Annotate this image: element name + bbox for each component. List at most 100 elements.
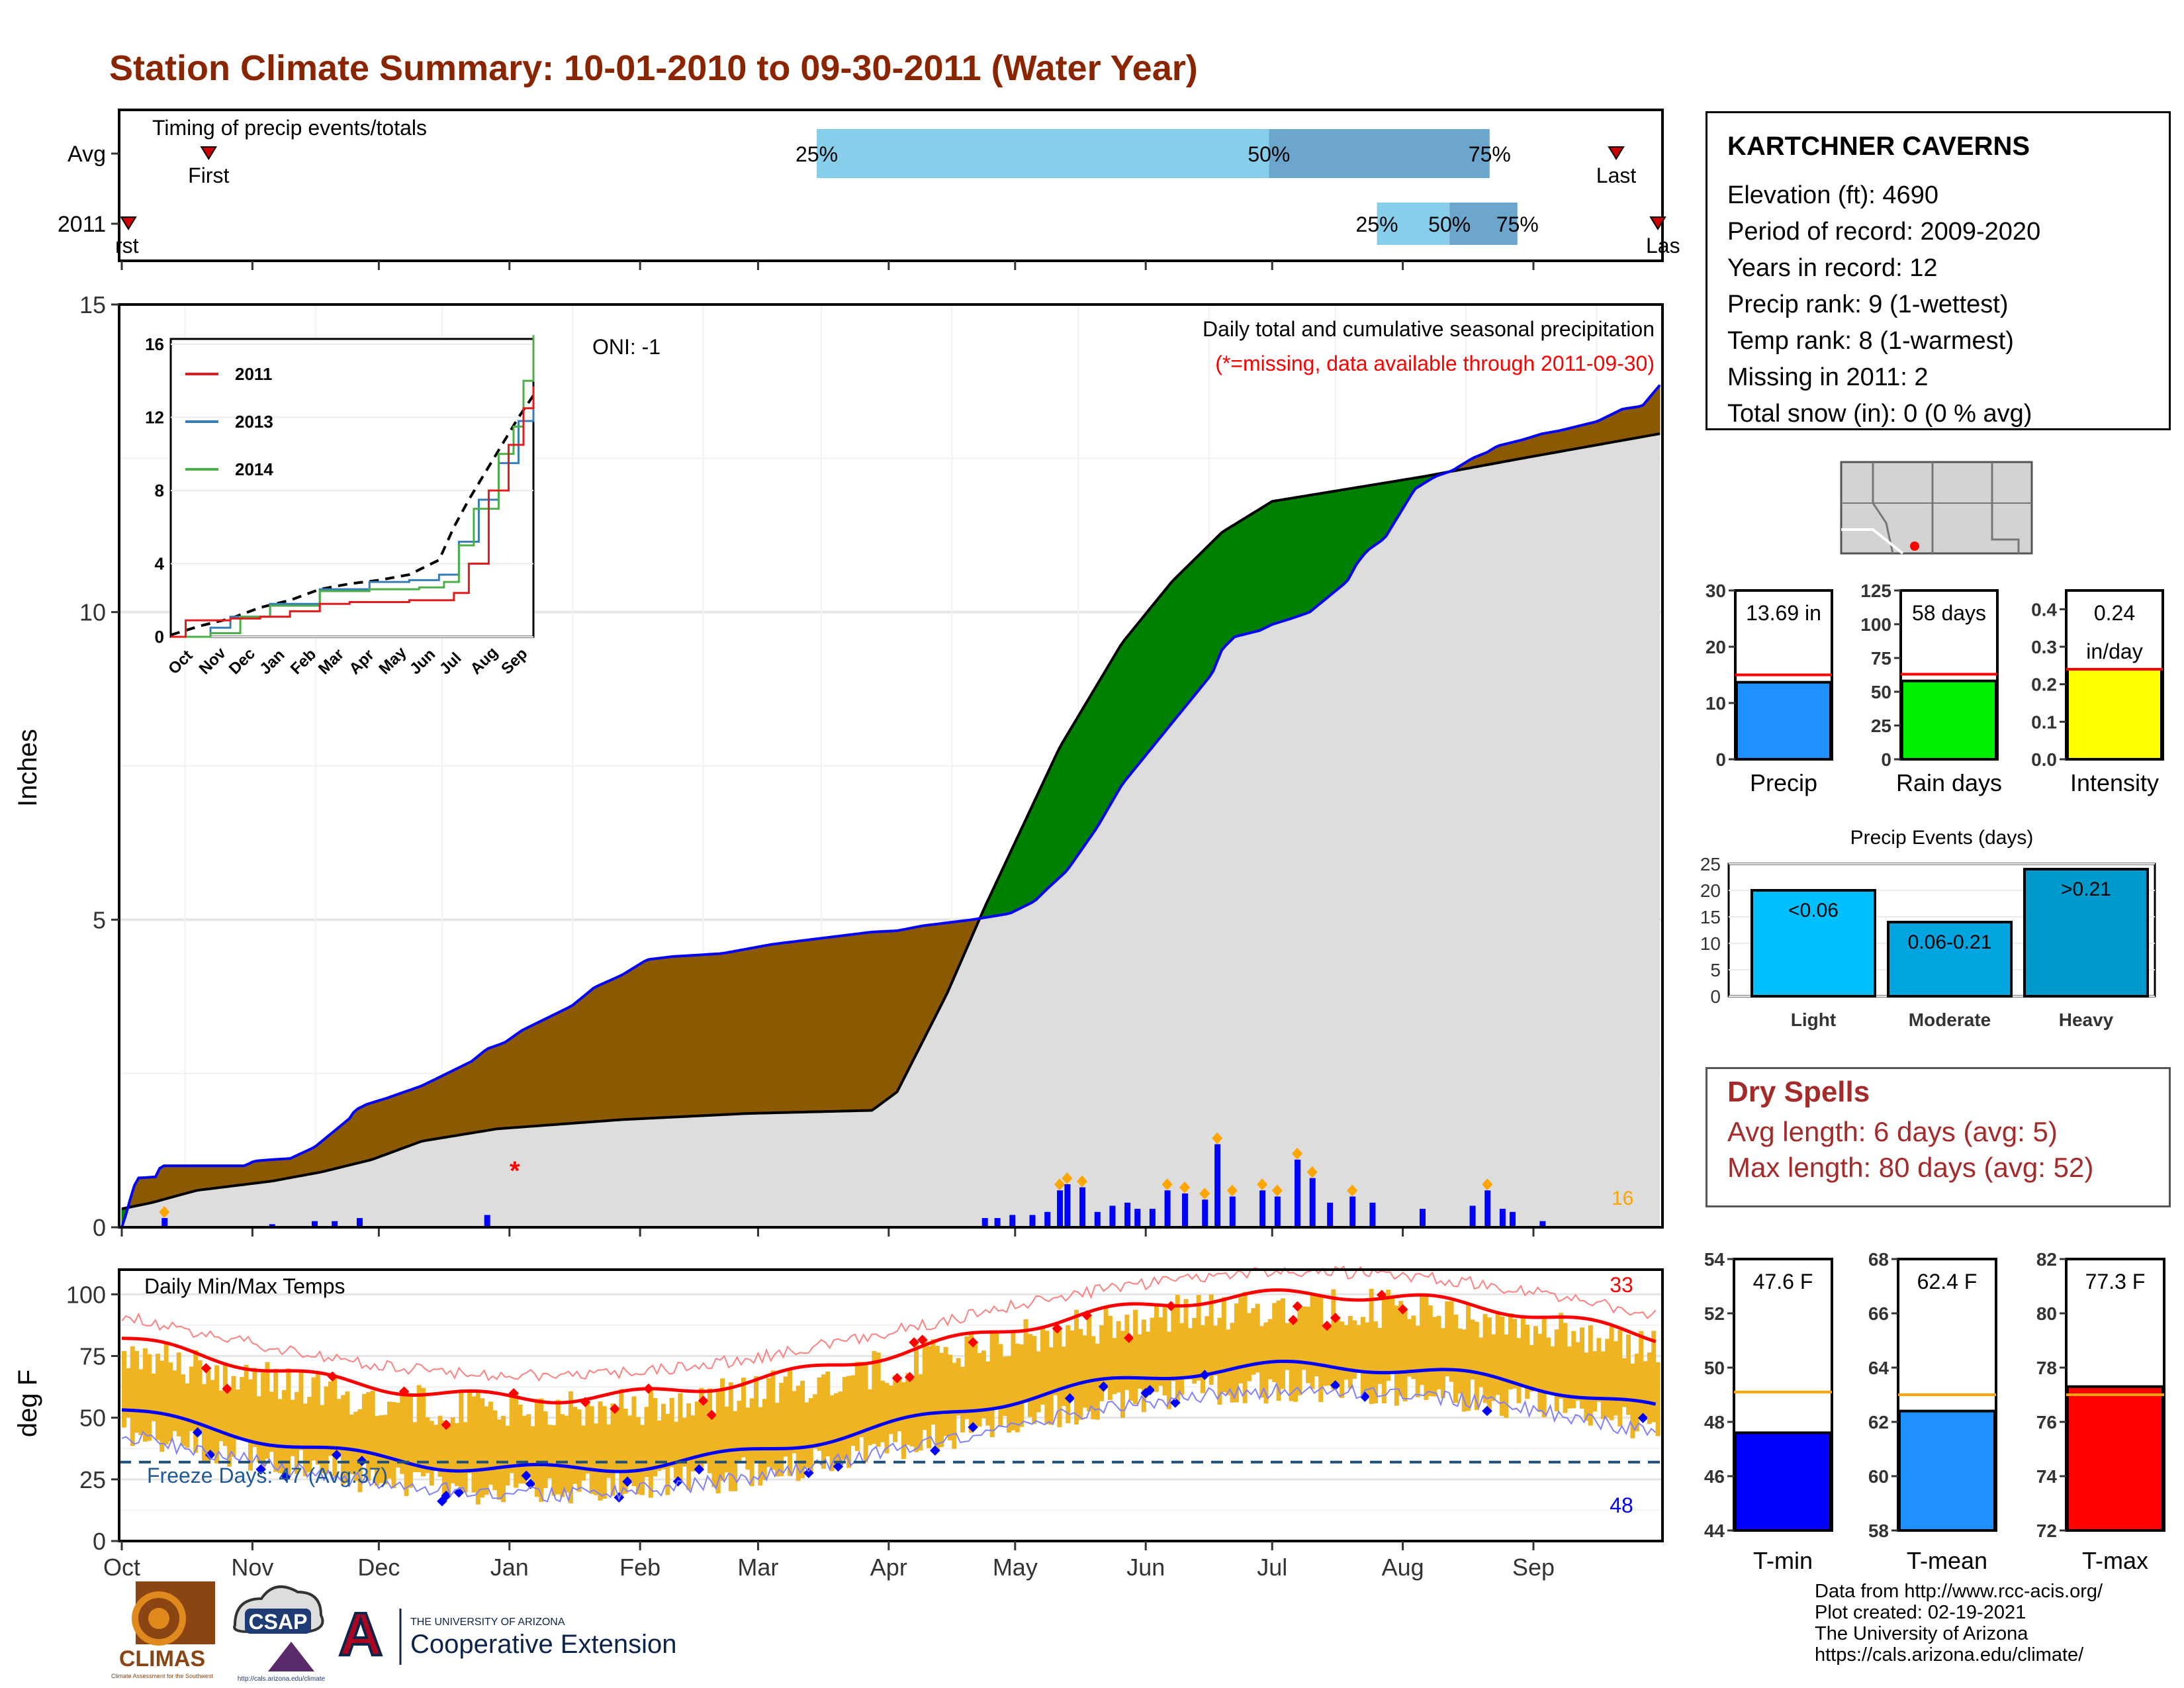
daily-temp-bar bbox=[1432, 1317, 1437, 1397]
precip_total-value-label: 13.69 in bbox=[1746, 601, 1821, 625]
daily-temp-bar bbox=[218, 1390, 224, 1442]
deficit-area bbox=[1221, 529, 1226, 651]
surplus-area bbox=[757, 945, 763, 1114]
timeline-q1-bar bbox=[1377, 203, 1450, 245]
surplus-area bbox=[884, 931, 889, 1102]
daily-temp-bar bbox=[1116, 1321, 1121, 1393]
daily-temp-bar bbox=[265, 1362, 270, 1459]
daily-precip-bar bbox=[1029, 1215, 1036, 1227]
daily-temp-bar bbox=[1491, 1334, 1496, 1401]
daily-temp-bar bbox=[488, 1401, 493, 1485]
daily-temp-bar bbox=[1373, 1321, 1379, 1404]
daily-temp-bar bbox=[1600, 1351, 1606, 1419]
daily-temp-bar bbox=[328, 1382, 333, 1456]
daily-temp-bar bbox=[1440, 1328, 1445, 1398]
tmax-ytick-label: 78 bbox=[2036, 1358, 2057, 1378]
logo-strip: CLIMAS Climate Assessment for the Southw… bbox=[109, 1579, 745, 1685]
surplus-area bbox=[1567, 427, 1572, 451]
precip-panel: Daily total and cumulative seasonal prec… bbox=[13, 291, 1664, 1241]
surplus-area bbox=[555, 1011, 561, 1125]
deficit-area bbox=[1179, 569, 1185, 715]
cold-day-marker bbox=[1098, 1381, 1109, 1392]
precip-events-ytick-label: 25 bbox=[1700, 854, 1721, 874]
daily-temp-bar bbox=[412, 1422, 418, 1472]
deficit-area bbox=[1310, 494, 1315, 613]
daily-temp-bar bbox=[564, 1415, 569, 1493]
daily-temp-bar bbox=[1073, 1309, 1079, 1425]
daily-precip-bar bbox=[1057, 1190, 1064, 1227]
surplus-area bbox=[745, 948, 751, 1114]
surplus-area bbox=[251, 1160, 257, 1184]
surplus-area bbox=[715, 953, 721, 1115]
daily-temp-bar bbox=[298, 1371, 304, 1450]
daily-temp-bar bbox=[572, 1407, 578, 1484]
surplus-area bbox=[867, 931, 872, 1111]
surplus-area bbox=[513, 1032, 519, 1128]
hot-day-marker bbox=[1123, 1333, 1134, 1343]
daily-temp-bar bbox=[783, 1376, 788, 1457]
surplus-area bbox=[390, 1094, 396, 1153]
daily-temp-bar bbox=[286, 1368, 291, 1477]
daily-temp-bar bbox=[1609, 1327, 1614, 1421]
cold-day-marker bbox=[521, 1470, 532, 1481]
surplus-area bbox=[799, 939, 805, 1113]
cold-day-marker bbox=[930, 1445, 940, 1456]
surplus-area bbox=[1592, 421, 1597, 446]
tmax-bar bbox=[2066, 1385, 2164, 1532]
daily-temp-bar bbox=[1482, 1314, 1488, 1403]
surplus-area bbox=[559, 1009, 565, 1125]
surplus-area bbox=[657, 957, 662, 1119]
daily-temp-bar bbox=[130, 1346, 135, 1446]
daily-temp-bar bbox=[792, 1391, 797, 1454]
daily-temp-bar bbox=[1011, 1330, 1016, 1430]
daily-temp-bar bbox=[909, 1378, 915, 1447]
deficit-area bbox=[1132, 623, 1138, 772]
surplus-area bbox=[159, 1165, 165, 1201]
daily-temp-bar bbox=[1428, 1305, 1433, 1397]
timeline-panel: Timing of precip events/totals Avg 25% 50%… bbox=[58, 109, 1680, 270]
daily-temp-bar bbox=[968, 1333, 974, 1433]
surplus-area bbox=[180, 1165, 186, 1196]
inset-ytick-label: 16 bbox=[145, 334, 164, 354]
daily-temp-bar bbox=[774, 1403, 780, 1477]
surplus-area bbox=[749, 947, 754, 1114]
inset-legend-label: 2011 bbox=[235, 364, 272, 384]
daily-temp-bar bbox=[425, 1417, 430, 1474]
daily-temp-bar bbox=[1634, 1353, 1639, 1432]
oni-annotation: ONI: -1 bbox=[592, 335, 660, 359]
surplus-area bbox=[336, 1125, 341, 1169]
deficit-area bbox=[1339, 489, 1344, 588]
precip-areas bbox=[120, 384, 1661, 1228]
deficit-area bbox=[1073, 715, 1079, 862]
deficit-area bbox=[1364, 485, 1370, 555]
daily-temp-bar bbox=[834, 1393, 839, 1468]
daily-precip-marker bbox=[1292, 1147, 1303, 1160]
surplus-area bbox=[429, 1079, 434, 1141]
daily-temp-bar bbox=[197, 1360, 203, 1433]
logos-svg: CLIMAS Climate Assessment for the Southw… bbox=[111, 1581, 676, 1683]
precip-ylabel: Inches bbox=[13, 729, 42, 807]
daily-temp-bar bbox=[1103, 1307, 1109, 1387]
surplus-area bbox=[146, 1176, 152, 1204]
surplus-area bbox=[1512, 440, 1518, 461]
current-cumulative-line bbox=[120, 384, 1661, 1228]
surplus-area bbox=[796, 940, 801, 1113]
precip-events-category-label: Heavy bbox=[2059, 1009, 2114, 1030]
daily-temp-bar bbox=[1546, 1337, 1551, 1392]
intensity-ytick-label: 0.1 bbox=[2031, 712, 2057, 732]
deficit-area bbox=[1027, 806, 1032, 906]
daily-temp-bar bbox=[1061, 1346, 1066, 1406]
daily-temp-bar bbox=[690, 1415, 696, 1472]
deficit-area bbox=[1019, 824, 1024, 910]
surplus-area bbox=[623, 970, 628, 1120]
surplus-area bbox=[214, 1165, 219, 1189]
deficit-area bbox=[1136, 618, 1142, 767]
big-event-count: 16 bbox=[1612, 1188, 1633, 1209]
precip-events-ytick-label: 15 bbox=[1700, 907, 1721, 927]
surplus-area bbox=[892, 930, 898, 1096]
daily-temp-bar bbox=[956, 1358, 961, 1416]
daily-temp-bar bbox=[147, 1354, 152, 1441]
surplus-area bbox=[319, 1139, 325, 1173]
cold-day-marker bbox=[622, 1476, 633, 1487]
surplus-area bbox=[525, 1025, 531, 1127]
